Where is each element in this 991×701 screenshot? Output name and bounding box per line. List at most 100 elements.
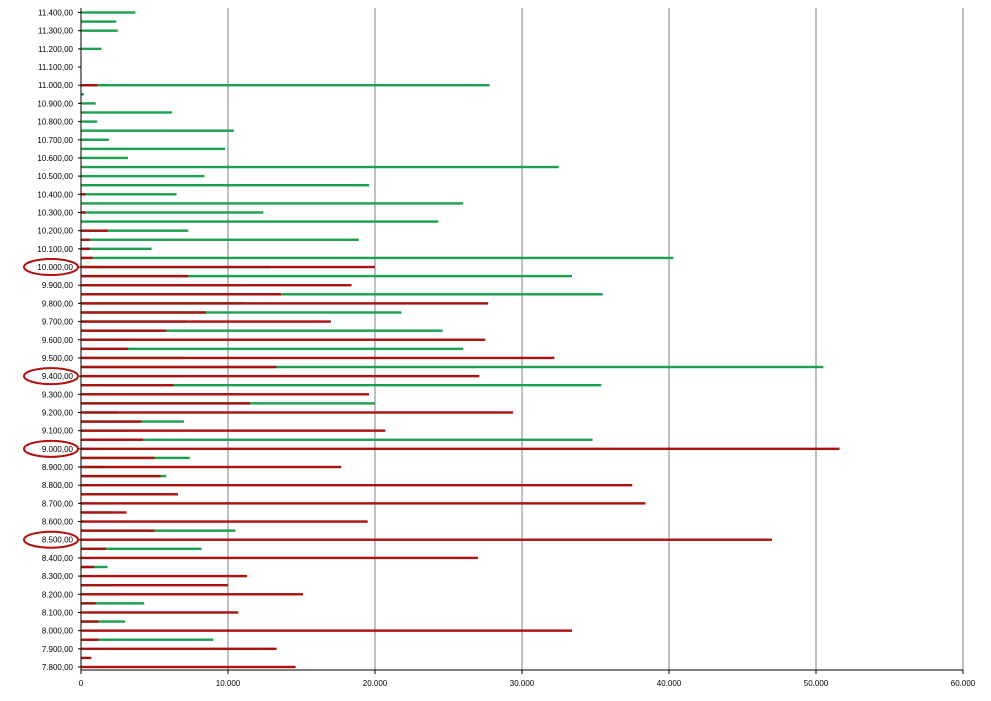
y-tick-label: 8.600,00 [42, 518, 74, 527]
x-tick-label: 40.000 [657, 679, 682, 688]
x-tick-label: 10.000 [216, 679, 241, 688]
bar [81, 238, 90, 241]
bar [81, 138, 109, 141]
bar [81, 238, 359, 241]
bar [81, 111, 173, 114]
bar [81, 411, 514, 414]
bar [81, 102, 96, 105]
bar [81, 583, 228, 587]
bar [81, 156, 129, 160]
bar [81, 420, 142, 423]
bar [81, 456, 155, 460]
axes [78, 8, 964, 674]
y-tick-label: 9.200,00 [42, 408, 74, 417]
y-tick-label: 8.900,00 [42, 463, 74, 472]
y-tick-label: 10.700,00 [37, 136, 73, 145]
bar [81, 438, 593, 441]
y-tick-label: 10.000,00 [37, 263, 73, 272]
highlight-ring [23, 439, 79, 458]
bar [81, 511, 127, 514]
y-tick-label: 11.100,00 [38, 63, 74, 72]
bar [81, 465, 342, 469]
y-tick-label: 11.200,00 [38, 45, 74, 54]
x-tick-label: 30.000 [510, 679, 535, 688]
y-tick-label: 10.900,00 [37, 99, 73, 108]
bar [81, 347, 464, 351]
bar [81, 165, 559, 169]
y-tick-label: 9.800,00 [42, 299, 74, 308]
bar [81, 247, 90, 251]
bar [81, 620, 126, 623]
highlight-ring [23, 530, 79, 549]
bar [81, 29, 118, 32]
bar [81, 565, 95, 569]
bar [81, 538, 772, 541]
y-tick-label: 10.500,00 [37, 172, 73, 181]
y-tick-label: 11.300,00 [38, 27, 74, 36]
bar [81, 293, 281, 296]
bar [81, 602, 96, 605]
bar [81, 502, 646, 505]
bar [81, 147, 226, 151]
bar [81, 274, 572, 278]
x-tick-label: 60.000 [951, 679, 976, 688]
bar [81, 84, 98, 87]
bar [81, 329, 443, 332]
bar [81, 483, 633, 487]
y-tick-label: 9.000,00 [42, 445, 74, 454]
y-tick-label: 9.100,00 [42, 427, 74, 436]
bar [81, 129, 234, 132]
bar [81, 520, 368, 523]
y-tick-label: 11.000,00 [38, 81, 74, 90]
bar [81, 47, 102, 51]
x-tick-label: 20.000 [363, 679, 388, 688]
x-tick-labels: 0 10.000 20.000 30.000 40.000 50.000 60.000 [79, 679, 976, 688]
gridlines [227, 8, 964, 670]
x-tick-label: 50.000 [804, 679, 829, 688]
y-tick-label: 9.600,00 [42, 336, 74, 345]
bar [81, 347, 129, 351]
bar [81, 629, 572, 632]
bar [81, 265, 375, 269]
bar [81, 174, 205, 178]
bar [81, 256, 93, 260]
bar [81, 620, 99, 623]
bar [81, 311, 402, 314]
bar [81, 274, 189, 278]
bar [81, 193, 177, 196]
y-tick-labels: 11.400,00 11.300,00 11.200,00 11.100,00 11.0… [37, 9, 73, 673]
bar [81, 20, 117, 23]
y-tick-label: 8.200,00 [42, 590, 74, 599]
y-tick-label: 10.800,00 [37, 118, 73, 127]
y-tick-label: 8.300,00 [42, 572, 74, 581]
bar [81, 329, 167, 332]
bar [81, 593, 303, 596]
bar [81, 529, 236, 532]
x-tick-label: 0 [79, 679, 84, 688]
bar [81, 293, 603, 296]
bar [81, 574, 248, 578]
bar [81, 356, 555, 360]
bar [81, 447, 840, 451]
y-tick-label: 11.400,00 [38, 9, 74, 18]
bar [81, 229, 189, 232]
bar [81, 302, 489, 305]
bar [81, 547, 106, 551]
bar [81, 256, 674, 260]
bar [81, 211, 264, 214]
bars [81, 11, 840, 669]
y-tick-label: 9.500,00 [42, 354, 74, 363]
y-tick-label: 8.000,00 [42, 627, 74, 636]
bar [81, 220, 439, 223]
bar [81, 393, 370, 396]
y-tick-label: 9.400,00 [42, 372, 74, 381]
bar [81, 184, 370, 187]
bar [81, 438, 143, 441]
bar [81, 547, 202, 551]
y-tick-label: 10.400,00 [37, 190, 73, 199]
y-tick-label: 10.300,00 [37, 208, 73, 217]
y-tick-label: 7.800,00 [42, 663, 74, 672]
bar [81, 311, 206, 314]
